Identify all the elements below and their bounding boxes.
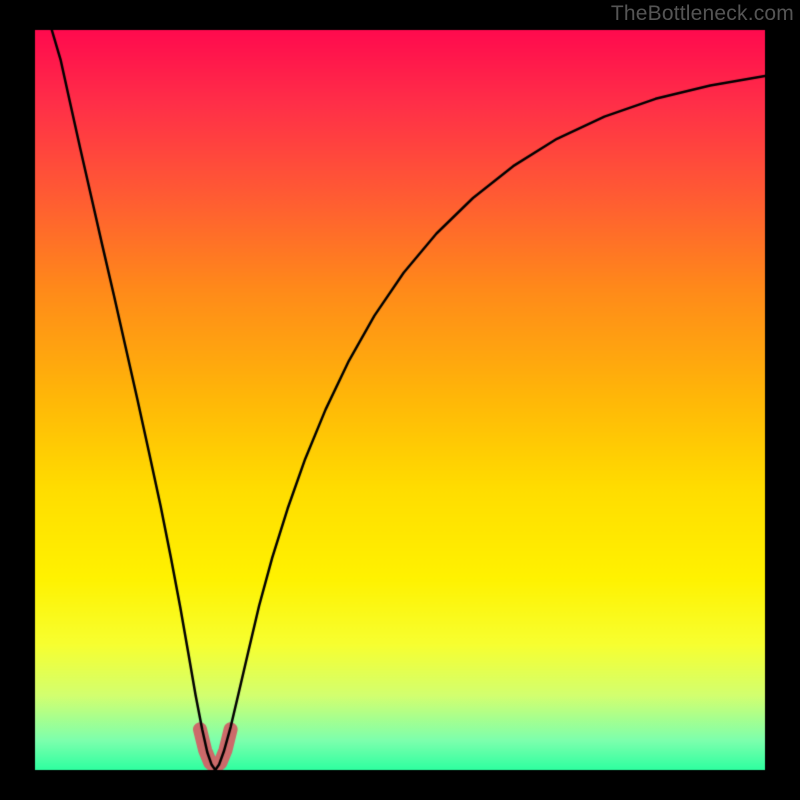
bottleneck-chart-canvas (0, 0, 800, 800)
